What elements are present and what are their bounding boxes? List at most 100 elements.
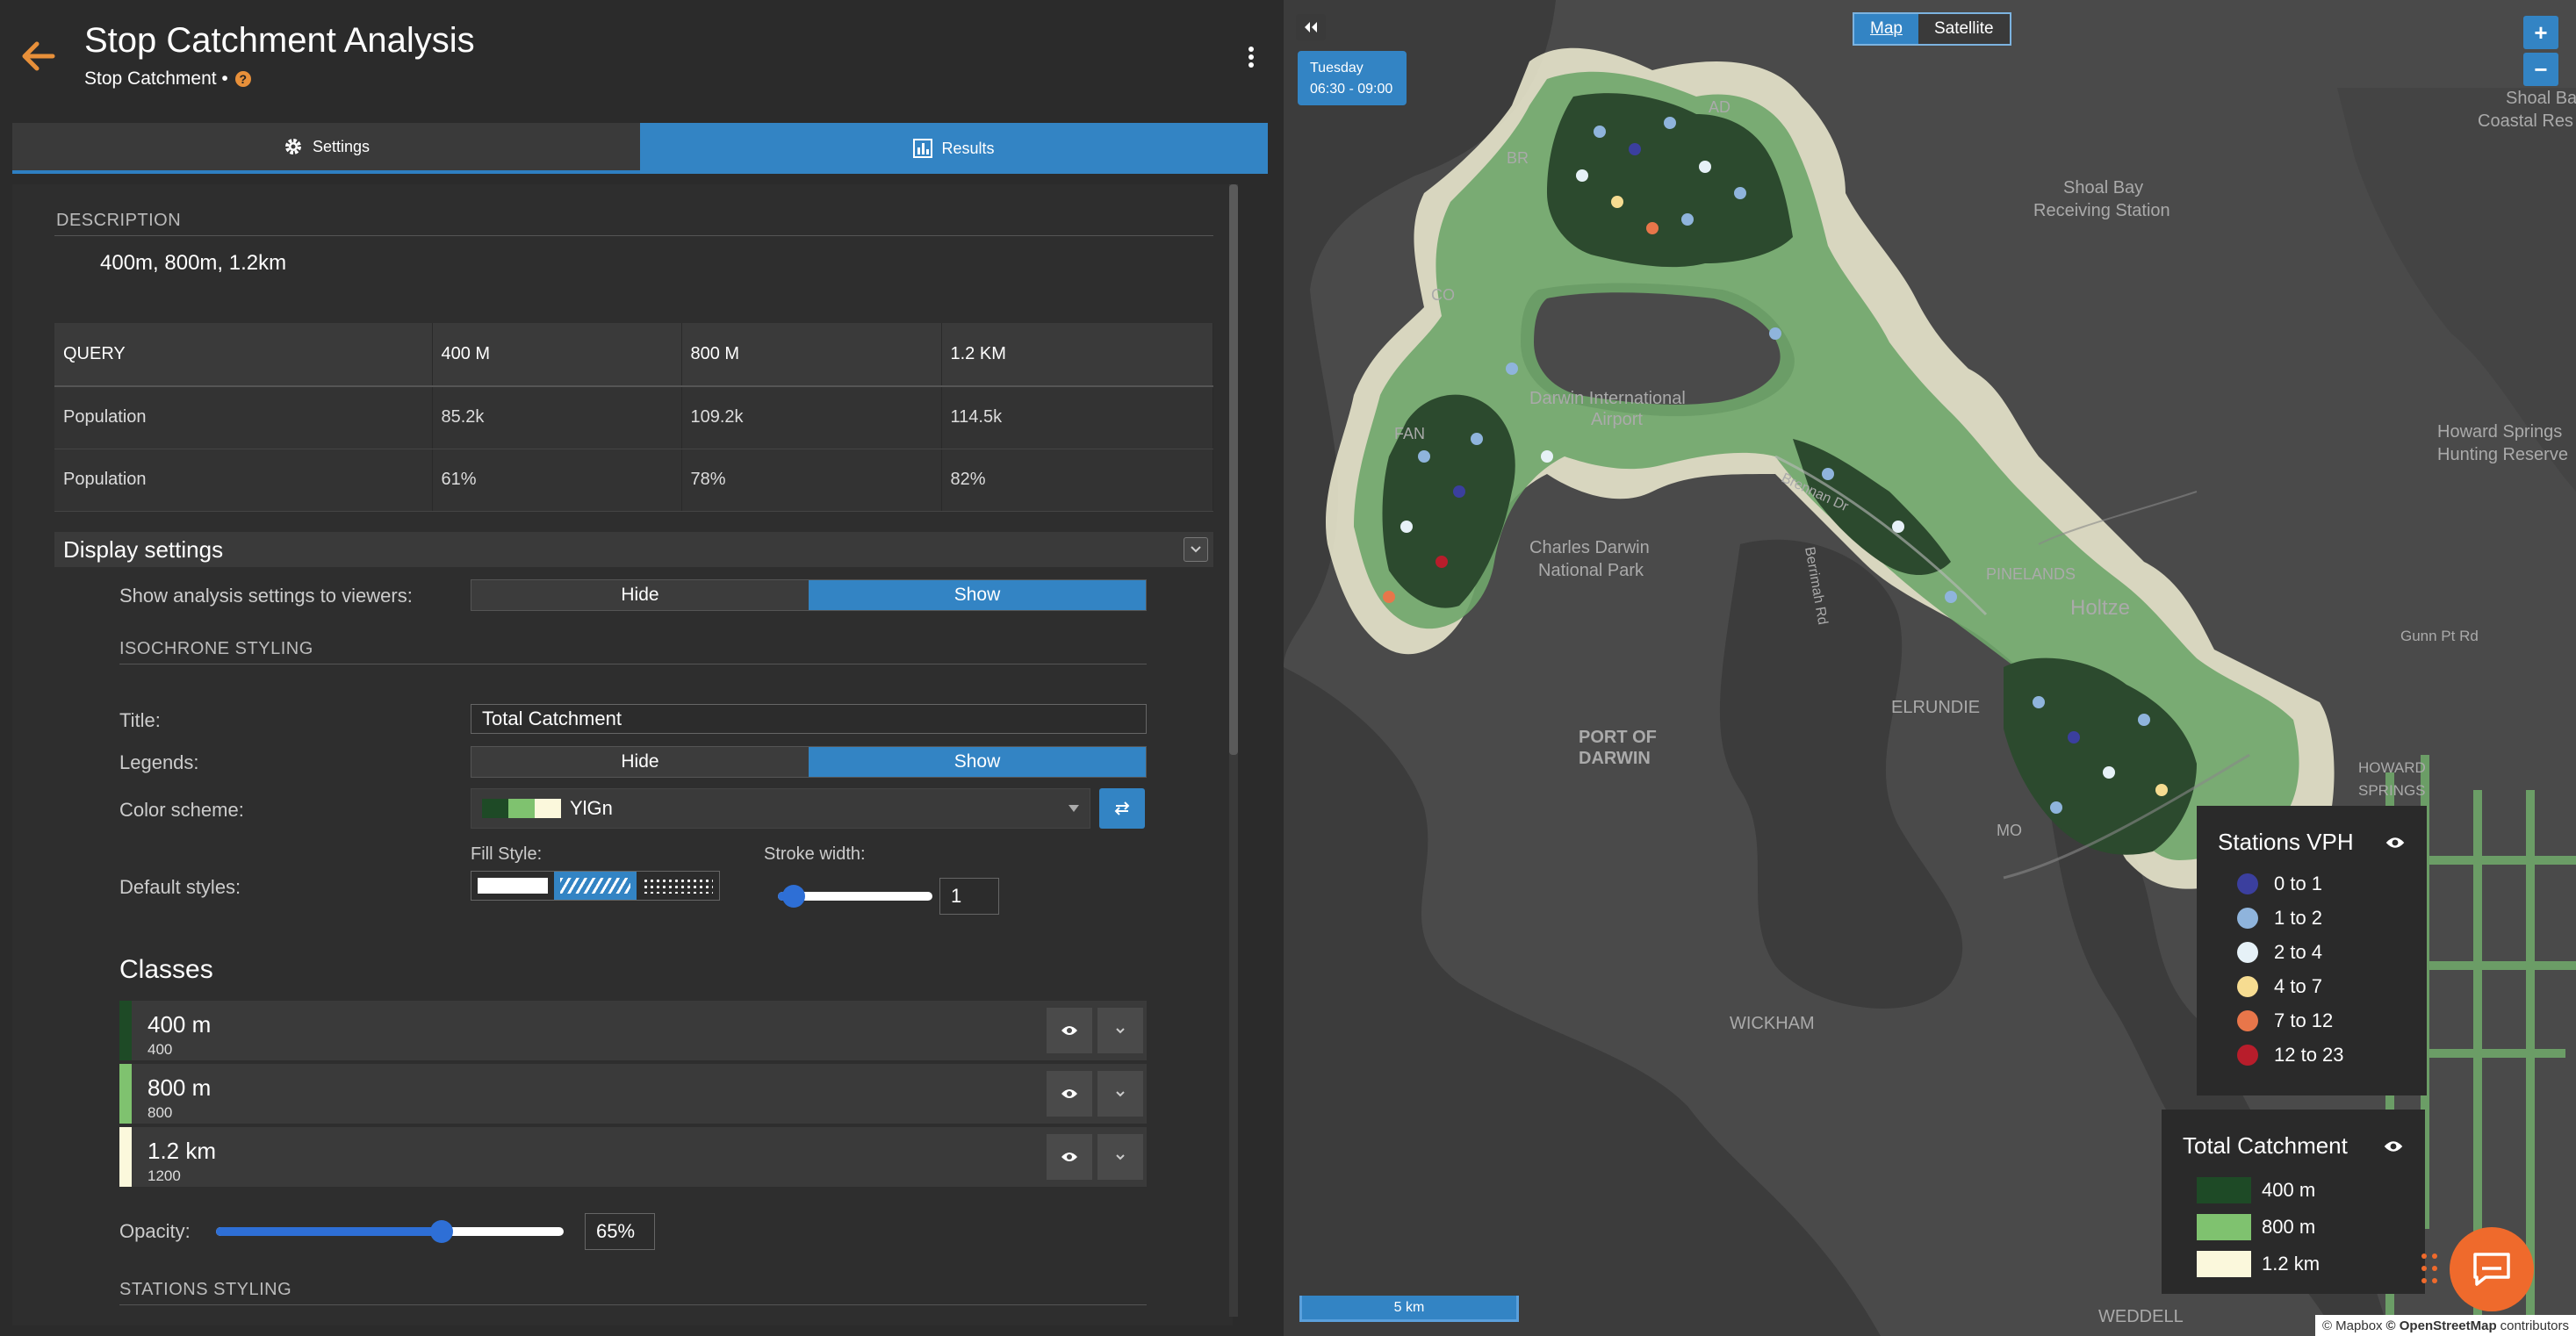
fill-style-label: Fill Style: (471, 844, 543, 864)
vertical-scrollbar[interactable] (1229, 184, 1238, 1317)
zoom-controls: + − (2523, 16, 2558, 86)
title-label: Title: (119, 709, 161, 731)
class-value: 800 (148, 1104, 173, 1121)
help-icon[interactable]: ? (234, 71, 251, 87)
swap-arrows-icon (1114, 801, 1130, 815)
fill-solid-option[interactable] (471, 872, 554, 900)
legend-item: 7 to 12 (2218, 1003, 2406, 1038)
scheme-swatch (482, 799, 508, 818)
class-row: 800 m 800 (119, 1064, 1147, 1124)
hide-button[interactable]: Hide (471, 580, 809, 610)
map-attribution: © Mapbox © OpenStreetMap contributors (2314, 1315, 2576, 1336)
eye-icon[interactable] (1047, 1134, 1092, 1180)
map-type-satellite-button[interactable]: Satellite (1918, 14, 2010, 44)
eye-icon[interactable] (2385, 836, 2406, 850)
legend-item: 400 m (2183, 1172, 2404, 1209)
stroke-width-input[interactable]: 1 (939, 878, 999, 915)
table-cell: Population (54, 449, 433, 512)
map-label: Charles Darwin (1529, 538, 1650, 557)
chevron-down-icon[interactable] (1097, 1008, 1143, 1053)
map-label: MO (1997, 822, 2022, 839)
map-label: Gunn Pt Rd (2400, 628, 2479, 644)
slider-knob[interactable] (781, 885, 805, 908)
show-button[interactable]: Show (809, 747, 1146, 777)
map-view[interactable]: Darwin International Airport Charles Dar… (1284, 0, 2576, 1336)
fill-hatch-option[interactable] (554, 872, 637, 900)
chat-button[interactable] (2450, 1227, 2534, 1311)
eye-icon[interactable] (1047, 1071, 1092, 1117)
chevron-down-icon[interactable] (1097, 1134, 1143, 1180)
attribution-osm[interactable]: © OpenStreetMap (2385, 1318, 2497, 1333)
zoom-out-button[interactable]: − (2523, 53, 2558, 86)
map-label: WICKHAM (1730, 1014, 1815, 1033)
zoom-in-button[interactable]: + (2523, 16, 2558, 49)
classes-title: Classes (119, 955, 213, 984)
legend-swatch (2197, 1177, 2251, 1203)
double-chevron-left-icon (1305, 22, 1317, 32)
table-cell: 82% (941, 449, 1213, 512)
legend-swatch (2237, 1044, 2258, 1066)
show-button[interactable]: Show (809, 580, 1146, 610)
stroke-width-slider[interactable] (778, 885, 932, 908)
color-scheme-label: Color scheme: (119, 799, 244, 821)
tab-settings[interactable]: Settings (12, 123, 640, 174)
opacity-label: Opacity: (119, 1220, 191, 1242)
scrollbar-thumb[interactable] (1229, 184, 1238, 755)
legend-label: 800 m (2262, 1216, 2316, 1238)
chevron-down-icon[interactable] (1184, 537, 1208, 562)
show-settings-label: Show analysis settings to viewers: (119, 585, 413, 607)
fill-dots-option[interactable] (637, 872, 719, 900)
opacity-slider[interactable] (216, 1220, 564, 1243)
legend-swatch (2197, 1214, 2251, 1240)
display-settings-header[interactable]: Display settings (54, 532, 1213, 567)
opacity-input[interactable]: 65% (585, 1213, 655, 1250)
legend-label: 1 to 2 (2274, 906, 2323, 929)
divider (54, 235, 1213, 236)
table-cell: 61% (432, 449, 682, 512)
table-row: Population 85.2k 109.2k 114.5k (54, 386, 1213, 449)
table-header-row: QUERY 400 M 800 M 1.2 KM (54, 323, 1213, 387)
attribution-contributors: contributors (2500, 1318, 2569, 1333)
map-label: Airport (1591, 410, 1643, 429)
back-arrow-icon[interactable] (18, 33, 67, 79)
time-range: 06:30 - 09:00 (1310, 82, 1393, 97)
scheme-swatch (508, 799, 535, 818)
attribution-mapbox[interactable]: © Mapbox (2321, 1318, 2383, 1333)
map-label: CO (1431, 286, 1455, 304)
legend-label: 0 to 1 (2274, 872, 2323, 894)
caret-down-icon (1069, 805, 1079, 812)
tab-settings-label: Settings (312, 137, 371, 155)
legend-label: 4 to 7 (2274, 974, 2323, 997)
subtitle-text: Stop Catchment • (84, 68, 228, 89)
legend-item: 800 m (2183, 1209, 2404, 1246)
drag-handle-icon[interactable] (2421, 1253, 2437, 1285)
tab-results[interactable]: Results (640, 123, 1268, 174)
map-label: Darwin International (1529, 389, 1686, 408)
slider-knob[interactable] (430, 1220, 454, 1243)
legend-swatch (2237, 941, 2258, 963)
hide-button[interactable]: Hide (471, 747, 809, 777)
map-label: Holtze (2070, 596, 2130, 620)
chevron-down-icon[interactable] (1097, 1071, 1143, 1117)
legend-item: 12 to 23 (2218, 1038, 2406, 1072)
legends-label: Legends: (119, 751, 199, 773)
eye-icon[interactable] (2383, 1139, 2404, 1153)
stations-styling-label: STATIONS STYLING (119, 1280, 292, 1299)
collapse-panel-button[interactable] (1296, 14, 1326, 40)
gear-icon (284, 139, 301, 154)
time-period-box[interactable]: Tuesday 06:30 - 09:00 (1298, 51, 1407, 105)
legend-swatch (2237, 1009, 2258, 1031)
eye-icon[interactable] (1047, 1008, 1092, 1053)
map-type-toggle: Map Satellite (1853, 12, 2011, 46)
legend-item: 4 to 7 (2218, 969, 2406, 1003)
map-label: WEDDELL (2098, 1307, 2184, 1326)
title-input[interactable] (471, 704, 1147, 734)
table-header: 400 M (432, 323, 682, 387)
color-scheme-select[interactable]: YlGn (471, 788, 1090, 829)
tab-bar: Settings Results (12, 123, 1268, 174)
map-label: Shoal Ba (2506, 89, 2576, 108)
legend-swatch (2197, 1251, 2251, 1277)
reverse-scheme-button[interactable] (1099, 788, 1145, 829)
more-options-icon[interactable] (1240, 44, 1263, 72)
map-type-map-button[interactable]: Map (1854, 14, 1918, 44)
